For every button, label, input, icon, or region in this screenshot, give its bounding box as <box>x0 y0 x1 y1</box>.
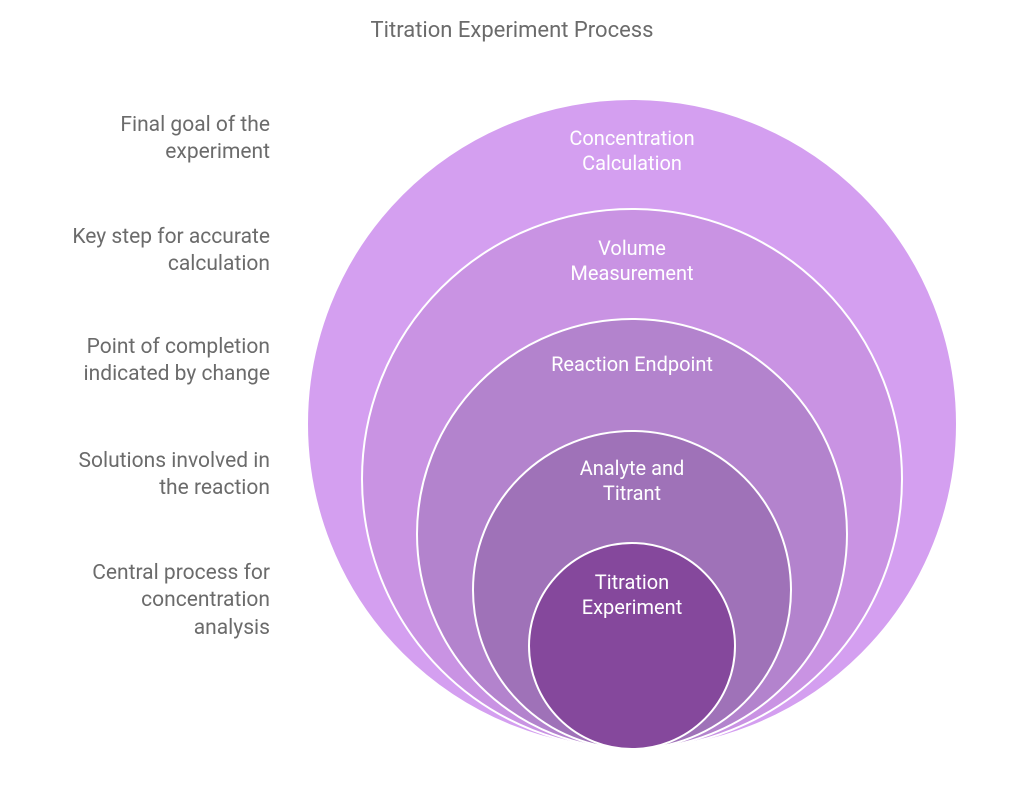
circle-label: Analyte andTitrant <box>522 456 742 506</box>
left-description: Solutions involved inthe reaction <box>79 448 270 503</box>
circle-label: VolumeMeasurement <box>522 236 742 286</box>
left-description: Central process forconcentrationanalysis <box>92 560 270 642</box>
nested-circle-diagram: ConcentrationCalculation VolumeMeasureme… <box>0 70 1024 770</box>
circle-label: Reaction Endpoint <box>522 352 742 377</box>
left-description: Key step for accuratecalculation <box>72 224 270 279</box>
left-description: Point of completionindicated by change <box>84 334 270 389</box>
circle-label: TitrationExperiment <box>522 570 742 620</box>
chart-title: Titration Experiment Process <box>0 18 1024 43</box>
circle-label: ConcentrationCalculation <box>522 126 742 176</box>
left-description: Final goal of theexperiment <box>120 112 270 167</box>
